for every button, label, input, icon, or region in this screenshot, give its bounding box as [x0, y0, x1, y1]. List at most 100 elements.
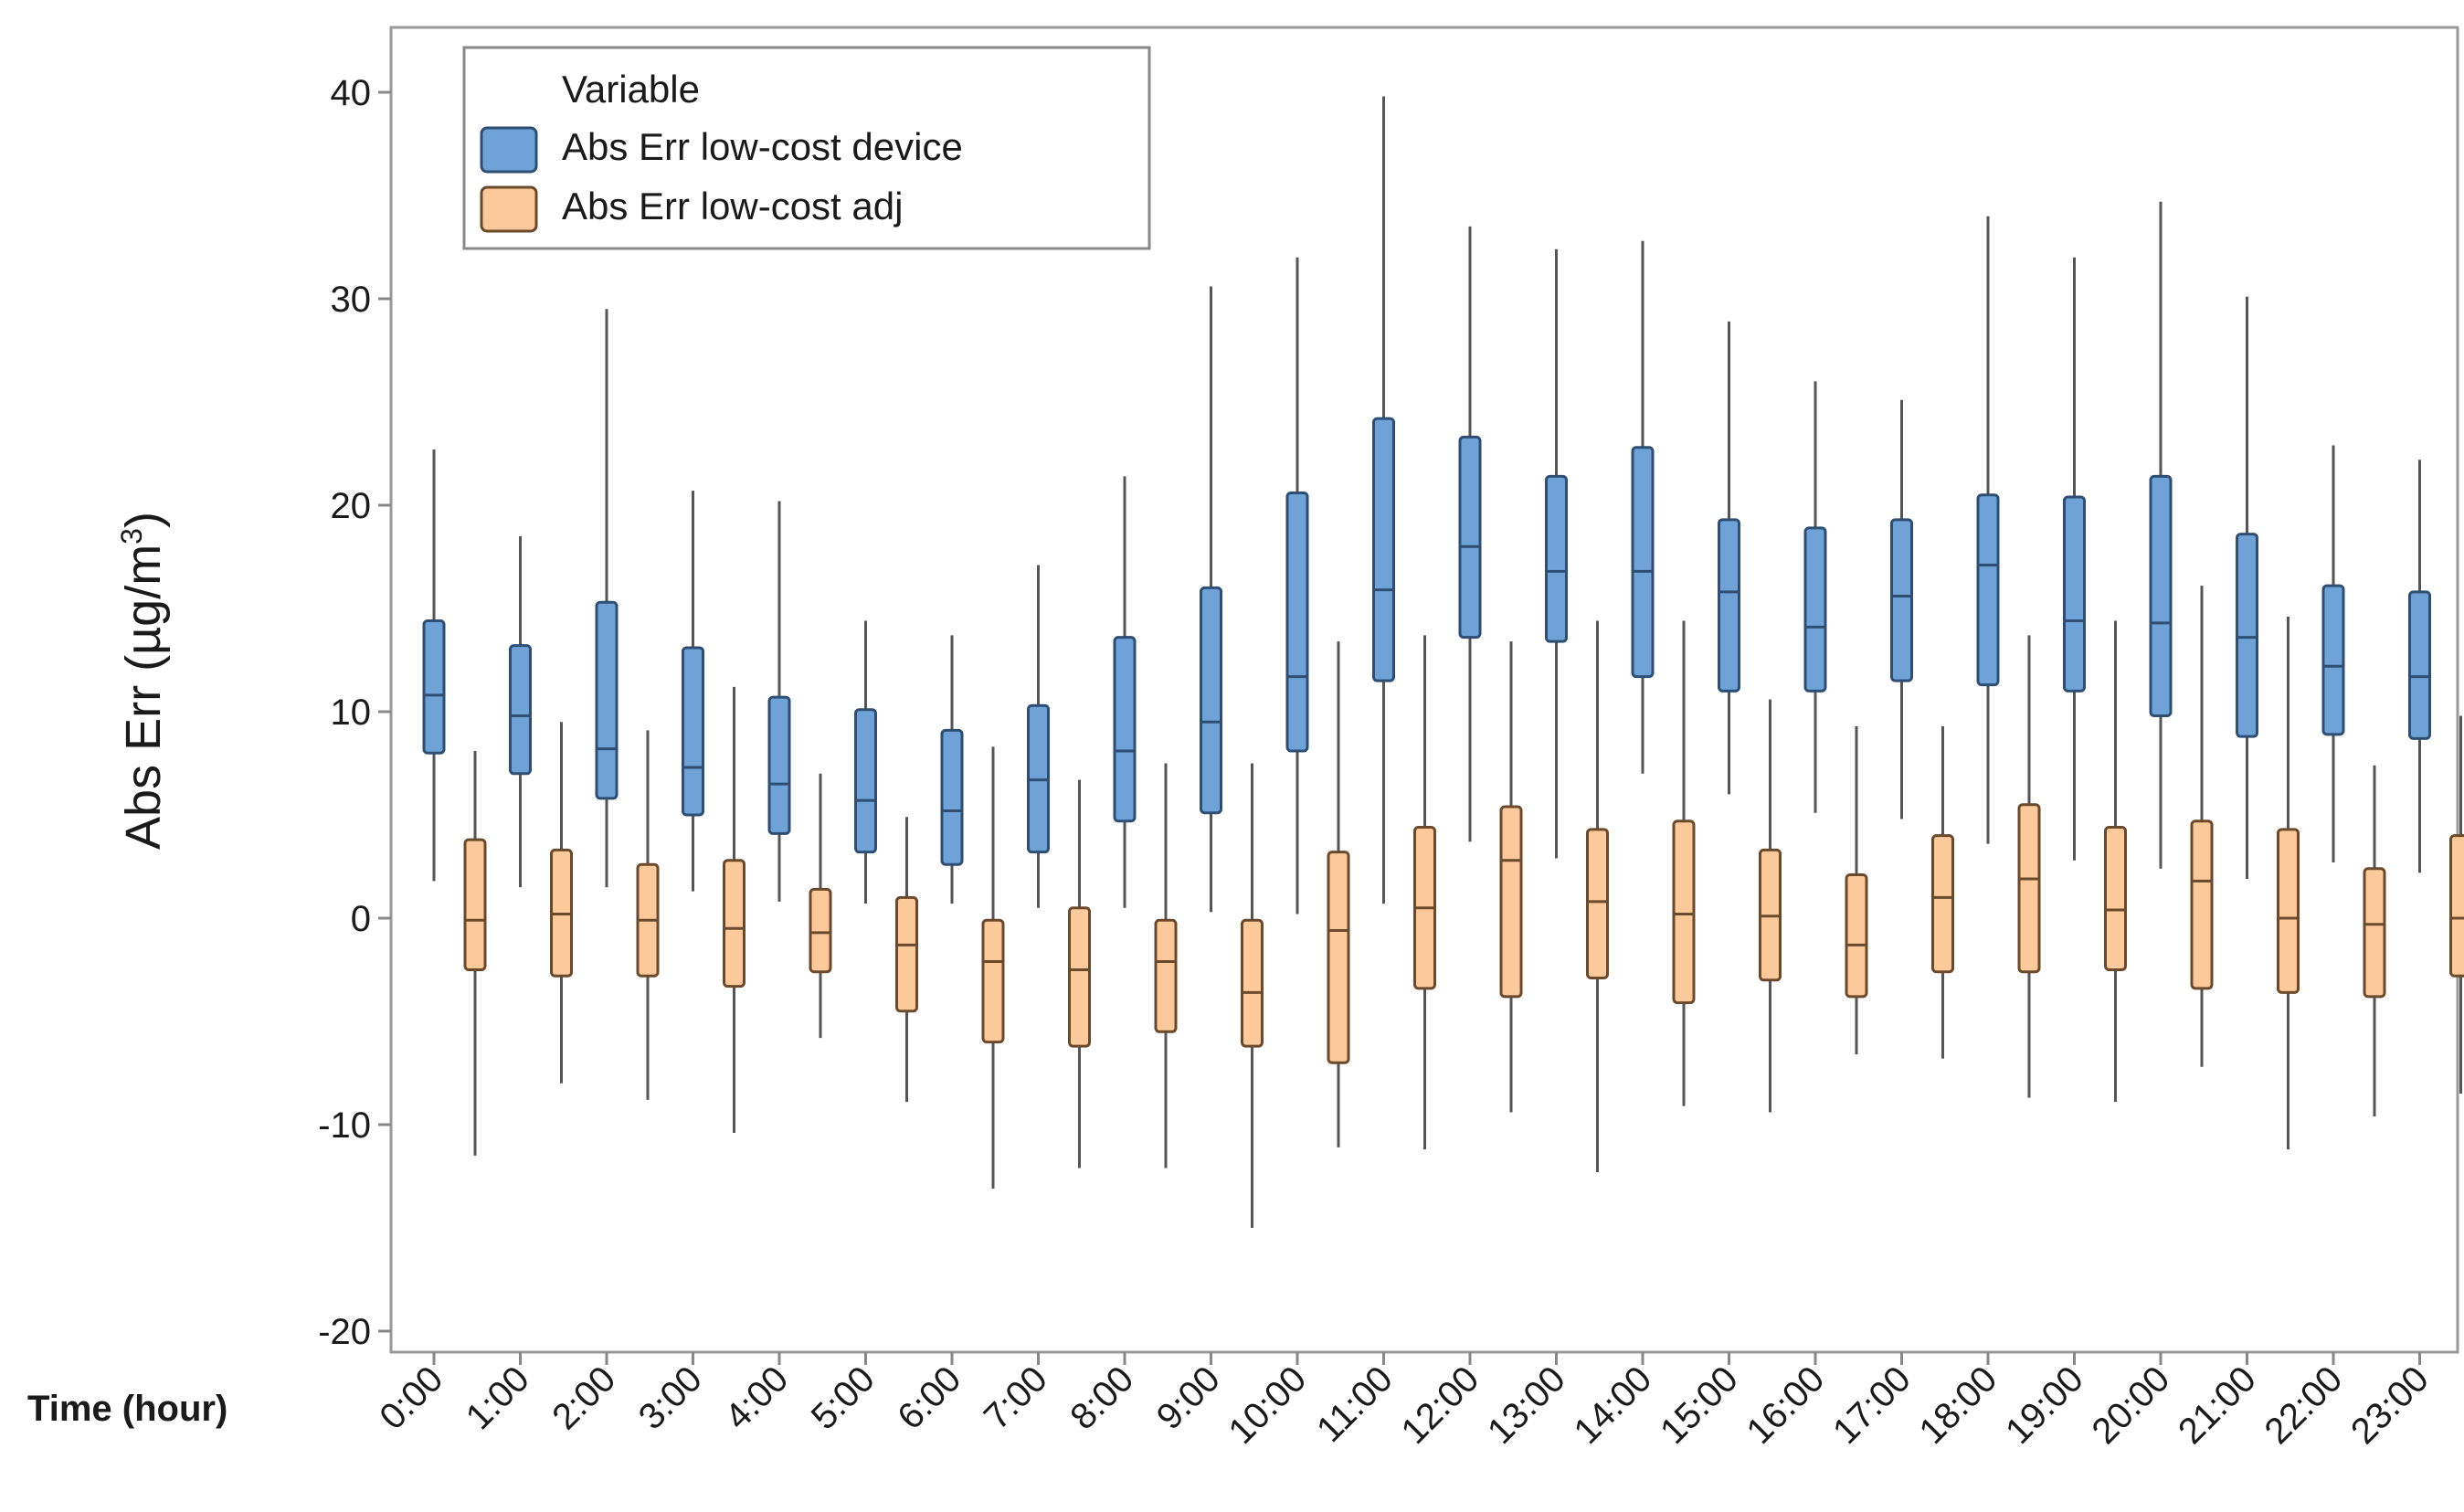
adj-iqr-box	[981, 918, 1005, 1044]
adj-iqr-box	[1241, 918, 1264, 1048]
x-tick-label: 17:00	[1825, 1359, 1919, 1452]
adj-iqr-box	[2363, 867, 2386, 999]
device-iqr-box	[1545, 474, 1568, 643]
adj-iqr-box	[2190, 819, 2214, 990]
device-iqr-box	[2236, 533, 2258, 738]
device-box-15	[1718, 321, 1740, 795]
adj-box-1	[550, 722, 573, 1084]
legend-swatch-device	[480, 126, 538, 174]
y-tick-label: 0	[351, 899, 371, 939]
x-tick-label: 8:00	[1063, 1359, 1141, 1437]
adj-box-15	[1759, 699, 1782, 1113]
y-axis-label: Abs Err (µg/m3)	[115, 512, 171, 850]
device-box-2	[595, 309, 619, 888]
x-tick-label: 10:00	[1221, 1359, 1314, 1452]
device-box-1	[509, 535, 532, 888]
device-iqr-box	[1458, 435, 1482, 640]
x-axis: 0:00 1:00 2:00 3:00 4:00 5:00 6:00 7:00 8:00 9:00…	[372, 1352, 2437, 1452]
adj-box-14	[1672, 620, 1696, 1106]
device-box-19	[2063, 257, 2086, 861]
device-iqr-box	[2321, 584, 2345, 736]
device-box-10	[1285, 257, 1309, 915]
device-iqr-box	[1285, 491, 1309, 753]
x-tick-label: 6:00	[890, 1359, 968, 1437]
adj-box-10	[1327, 641, 1350, 1147]
x-axis-label: Time (hour)	[27, 1389, 227, 1429]
adj-box-11	[1413, 635, 1436, 1150]
device-box-8	[1113, 476, 1137, 908]
legend-label-adj: Abs Err low-cost adj	[562, 185, 903, 227]
adj-box-2	[636, 730, 660, 1100]
device-box-7	[1027, 565, 1050, 908]
device-box-5	[854, 620, 877, 904]
device-iqr-box	[422, 619, 446, 755]
adj-box-13	[1586, 620, 1609, 1172]
adj-box-7	[1068, 779, 1091, 1168]
device-iqr-box	[1372, 417, 1395, 682]
x-tick-label: 0:00	[372, 1359, 450, 1437]
x-tick-label: 19:00	[1998, 1359, 2091, 1452]
x-tick-label: 20:00	[2084, 1359, 2177, 1452]
device-iqr-box	[1976, 493, 2000, 687]
x-tick-label: 3:00	[631, 1359, 710, 1437]
adj-iqr-box	[2449, 834, 2464, 978]
device-iqr-box	[2063, 495, 2086, 693]
adj-box-4	[809, 773, 832, 1039]
adj-box-3	[723, 686, 746, 1134]
device-box-17	[1890, 399, 1913, 819]
device-iqr-box	[940, 728, 964, 866]
x-tick-label: 21:00	[2171, 1359, 2264, 1452]
device-box-12	[1458, 226, 1482, 842]
legend-box	[462, 46, 1151, 250]
device-box-3	[682, 491, 704, 892]
adj-box-12	[1499, 641, 1523, 1113]
adj-box-21	[2277, 617, 2300, 1150]
device-iqr-box	[1803, 526, 1827, 693]
adj-iqr-box	[1499, 805, 1523, 999]
device-iqr-box	[1718, 518, 1740, 693]
adj-box-23	[2449, 715, 2464, 1094]
adj-box-9	[1241, 763, 1264, 1228]
x-tick-label: 14:00	[1566, 1359, 1659, 1452]
x-tick-label: 15:00	[1653, 1359, 1746, 1452]
y-tick-label: 20	[331, 486, 372, 526]
adj-box-22	[2363, 765, 2386, 1116]
device-iqr-box	[682, 646, 704, 817]
adj-iqr-box	[2277, 828, 2300, 994]
adj-box-17	[1931, 725, 1954, 1059]
y-tick-label: -10	[318, 1105, 371, 1146]
adj-box-0	[463, 750, 487, 1156]
y-axis: 40 30 20 10 0 -10 -20	[318, 73, 391, 1352]
adj-iqr-box	[895, 895, 918, 1013]
device-iqr-box	[595, 600, 619, 800]
adj-iqr-box	[2017, 803, 2041, 974]
device-iqr-box	[1890, 518, 1913, 682]
legend-title: Variable	[562, 68, 700, 111]
device-iqr-box	[1113, 636, 1137, 823]
x-tick-label: 18:00	[1911, 1359, 2004, 1452]
device-iqr-box	[767, 695, 791, 835]
device-iqr-box	[1631, 446, 1655, 679]
legend: Variable Abs Err low-cost device Abs Err…	[462, 46, 1151, 250]
x-tick-label: 16:00	[1739, 1359, 1832, 1452]
adj-iqr-box	[1931, 834, 1954, 974]
device-iqr-box	[854, 708, 877, 854]
device-box-21	[2236, 296, 2258, 880]
adj-iqr-box	[1586, 828, 1609, 980]
device-box-13	[1545, 248, 1568, 859]
adj-iqr-box	[1672, 819, 1696, 1005]
adj-iqr-box	[463, 838, 487, 971]
x-tick-label: 11:00	[1309, 1359, 1401, 1450]
x-tick-label: 13:00	[1480, 1359, 1573, 1452]
adj-box-18	[2017, 635, 2041, 1098]
adj-iqr-box	[1845, 873, 1868, 999]
x-tick-label: 22:00	[2257, 1359, 2350, 1452]
x-tick-label: 9:00	[1149, 1359, 1228, 1437]
adj-box-16	[1845, 725, 1868, 1055]
x-tick-label: 4:00	[717, 1359, 796, 1437]
x-tick-label: 1:00	[459, 1359, 537, 1437]
device-box-22	[2321, 445, 2345, 862]
adj-box-5	[895, 817, 918, 1103]
adj-box-8	[1154, 763, 1178, 1168]
